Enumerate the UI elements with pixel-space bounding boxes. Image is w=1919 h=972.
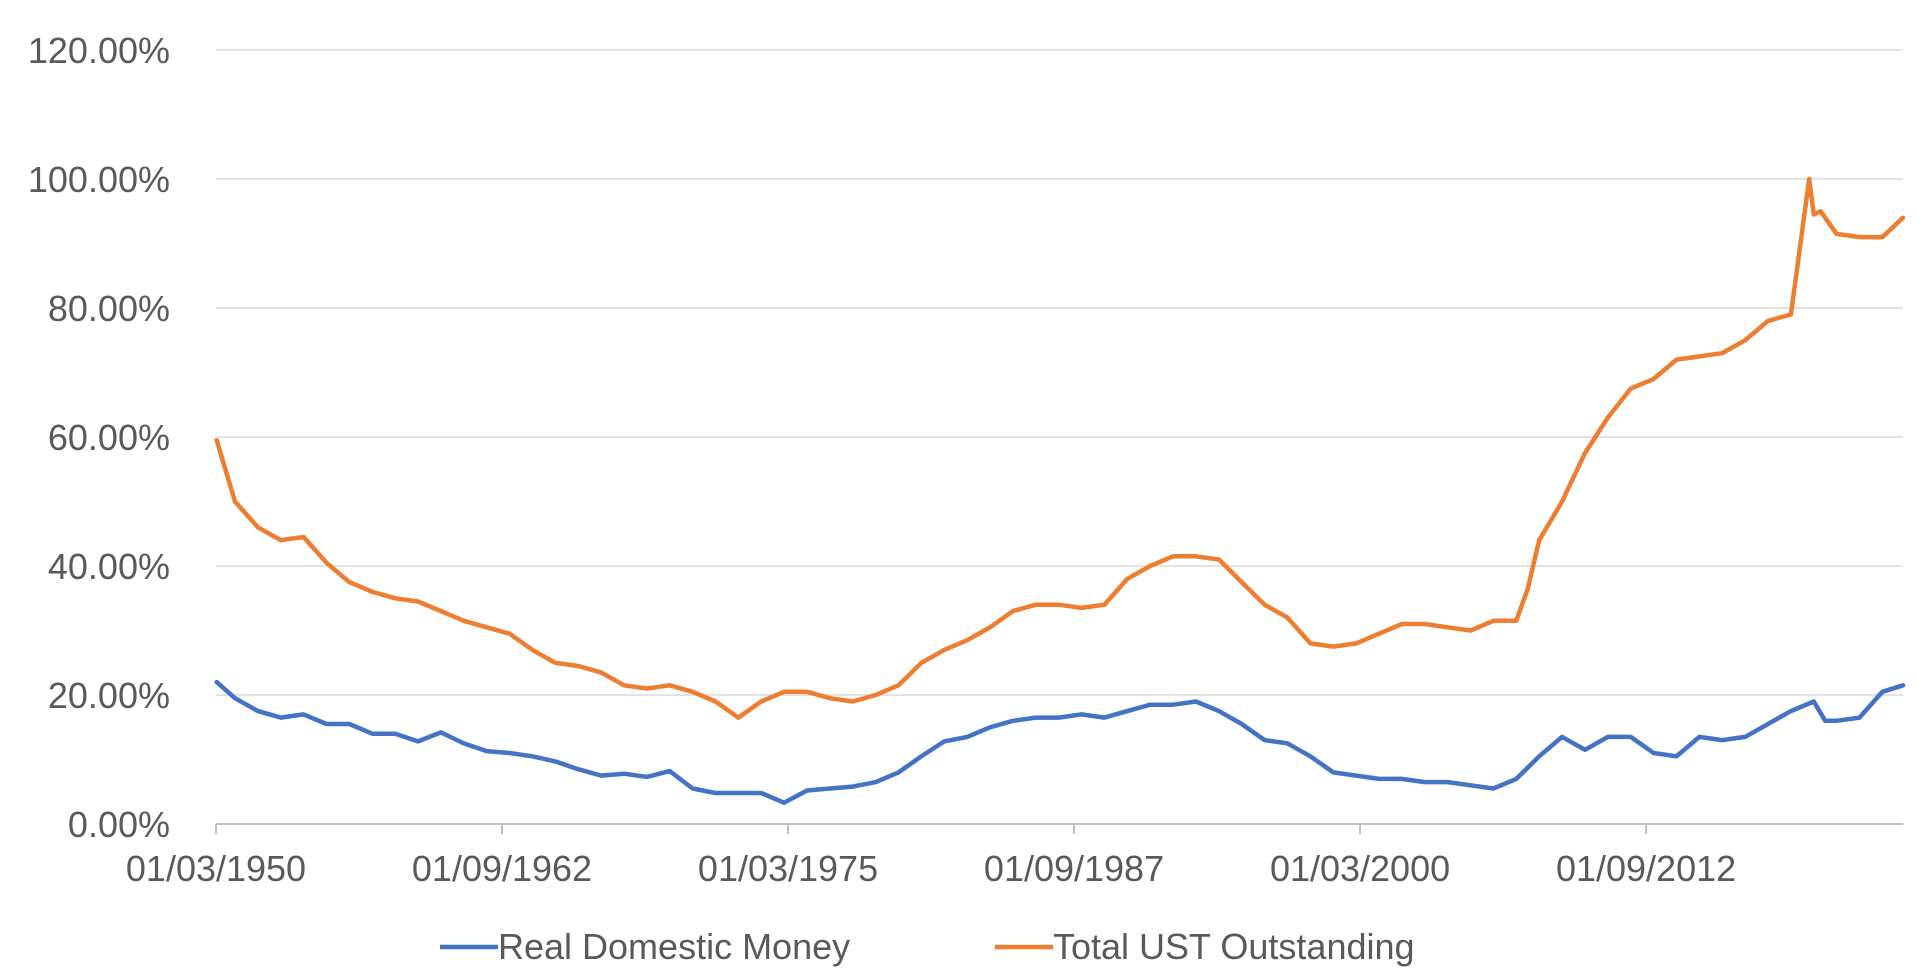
y-tick-label: 0.00% — [68, 804, 170, 845]
x-tick-label: 01/03/1950 — [126, 848, 306, 889]
series-line-real-domestic-money — [214, 679, 1906, 805]
y-tick-label: 100.00% — [28, 159, 170, 200]
x-tick-label: 01/09/2012 — [1556, 848, 1736, 889]
gridlines — [216, 49, 1903, 696]
x-tick-label: 01/09/1962 — [412, 848, 592, 889]
y-tick-label: 80.00% — [48, 288, 170, 329]
x-tick-label: 01/03/1975 — [698, 848, 878, 889]
y-tick-label: 20.00% — [48, 675, 170, 716]
legend-label: Real Domestic Money — [498, 926, 850, 967]
y-axis-ticks: 0.00% 20.00% 40.00% 60.00% 80.00% 100.00% 120.… — [28, 30, 170, 845]
series-lines — [214, 176, 1906, 805]
x-tick-label: 01/09/1987 — [984, 848, 1164, 889]
y-tick-label: 60.00% — [48, 417, 170, 458]
x-tick-label: 01/03/2000 — [1270, 848, 1450, 889]
y-tick-label: 120.00% — [28, 30, 170, 71]
series-line-total-ust-outstanding — [214, 176, 1906, 720]
legend: Real Domestic Money Total UST Outstanding — [440, 926, 1415, 967]
legend-label: Total UST Outstanding — [1053, 926, 1415, 967]
y-tick-label: 40.00% — [48, 546, 170, 587]
x-axis: 01/03/1950 01/09/1962 01/03/1975 01/09/1987… — [126, 823, 1903, 889]
